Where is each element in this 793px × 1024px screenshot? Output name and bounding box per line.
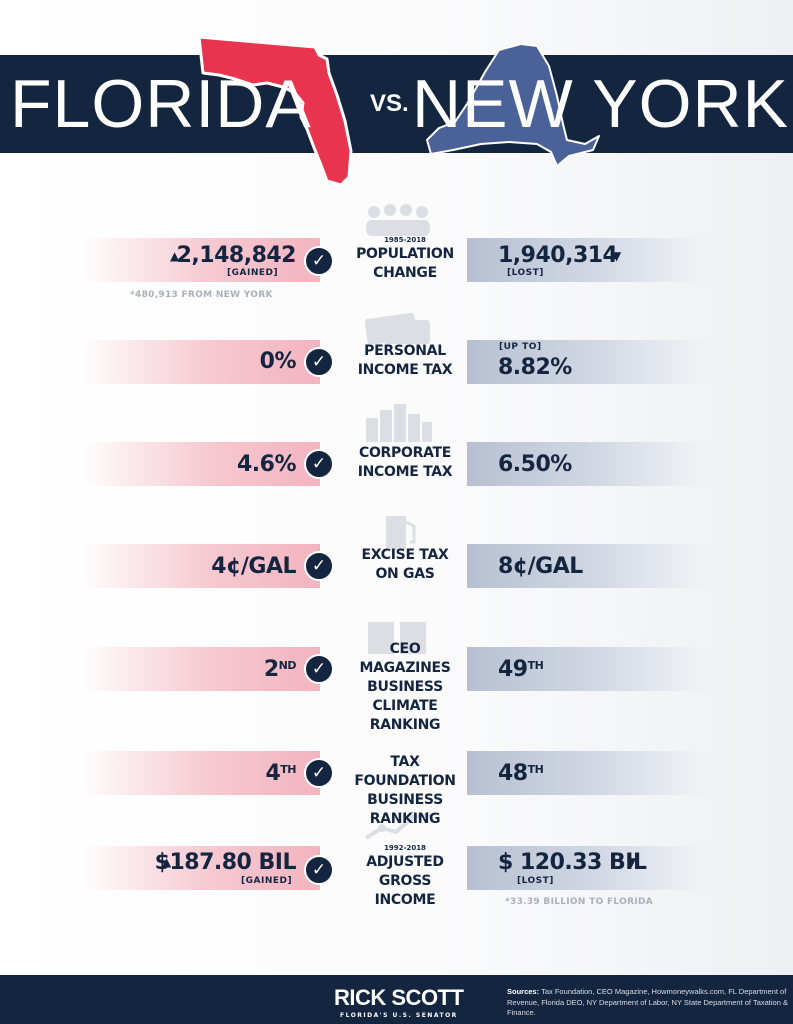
label-line: POPULATION [356,246,454,262]
check-icon: ✓ [304,855,334,885]
footer-bar [0,975,793,1024]
florida-value: 4TH [265,761,296,786]
label-line: TAX FOUNDATION [354,754,456,789]
years-label: 1992-2018 [384,844,426,852]
label-line: CEO MAGAZINES [359,641,451,676]
label-line: ADJUSTED GROSS [366,854,444,889]
sources-label: Sources: [507,987,540,996]
newyork-prefix: [UP TO] [499,342,542,352]
row-label: 1992-2018 ADJUSTED GROSS INCOME [346,843,464,910]
logo-name: RICK SCOTT [334,985,464,1010]
up-arrow-icon: ▲ [170,249,180,263]
people-icon [366,204,430,236]
sources-list: Tax Foundation, CEO Magazine, Howmoneywa… [507,987,788,1017]
label-line: CORPORATE [358,445,452,461]
magazine-icon [368,622,426,654]
rank-suffix: TH [527,659,544,672]
newyork-value: 1,940,314 [498,243,618,268]
rank-number: 2 [263,657,279,682]
up-arrow-icon: ▲ [162,855,172,869]
rank-suffix: TH [280,763,296,776]
growth-chart-icon [364,812,431,840]
newyork-bar [467,846,707,890]
florida-bar [80,442,320,486]
label-line: CHANGE [373,265,437,281]
newyork-title: NEW YORK [412,66,790,142]
sources-text: Sources: Tax Foundation, CEO Magazine, H… [507,987,789,1019]
check-icon: ✓ [304,758,334,788]
newyork-bar [467,238,707,282]
florida-sub: [GAINED] [227,268,279,278]
check-icon: ✓ [304,449,334,479]
check-icon: ✓ [304,246,334,276]
row-label: PERSONAL INCOME TAX [346,342,464,380]
newyork-value: $ 120.33 BIL [498,850,647,875]
newyork-map-icon [426,43,600,167]
gas-pump-icon [386,516,416,550]
label-line: EXCISE TAX [361,547,449,563]
florida-footnote: *480,913 FROM NEW YORK [130,290,273,300]
florida-value: 2ND [263,657,297,682]
label-line: BUSINESS CLIMATE [367,679,443,714]
newyork-value: 6.50% [498,452,572,477]
rank-number: 49 [498,657,528,682]
newyork-bar [467,340,707,384]
label-line: INCOME TAX [357,464,453,480]
header-banner [0,55,793,153]
florida-value: 0% [259,349,297,374]
florida-bar [80,751,320,795]
years-label: 1985-2018 [384,236,426,244]
florida-value: 2,148,842 [176,243,297,268]
down-arrow-icon: ▼ [612,249,622,263]
row-label: EXCISE TAX ON GAS [346,546,464,584]
newyork-bar [467,751,707,795]
check-icon: ✓ [304,654,334,684]
newyork-footnote: *33.39 BILLION TO FLORIDA [505,897,654,907]
florida-bar [80,647,320,691]
florida-title: FLORIDA [10,66,312,142]
money-icon [364,312,430,345]
down-arrow-icon: ▼ [627,855,637,869]
check-icon: ✓ [304,551,334,581]
check-icon: ✓ [304,347,334,377]
label-line: INCOME [374,892,436,908]
label-line: ON GAS [375,566,435,582]
label-line: PERSONAL [364,343,446,359]
newyork-value: 8¢/GAL [498,554,583,579]
newyork-sub: [LOST] [507,268,544,278]
label-line: RANKING [369,717,441,733]
florida-bar [80,238,320,282]
rank-suffix: TH [527,763,544,776]
newyork-bar [467,544,707,588]
logo-subtitle: FLORIDA'S U.S. SENATOR [340,1012,458,1019]
versus-label: VS. [370,90,409,117]
newyork-sub: [LOST] [517,876,554,886]
florida-bar [80,846,320,890]
florida-map-icon [197,35,353,187]
florida-value: 4.6% [236,452,297,477]
newyork-bar [467,647,707,691]
newyork-value: 8.82% [498,355,572,380]
newyork-bar [467,442,707,486]
city-icon [366,404,432,442]
label-line: BUSINESS RANKING [367,792,443,827]
label-line: INCOME TAX [357,362,453,378]
rank-number: 48 [498,761,528,786]
row-label: CEO MAGAZINES BUSINESS CLIMATE RANKING [346,640,464,735]
row-label: CORPORATE INCOME TAX [346,444,464,482]
row-label: TAX FOUNDATION BUSINESS RANKING [346,753,464,829]
newyork-value: 48TH [498,761,544,786]
florida-value: 4¢/GAL [211,554,296,579]
florida-sub: [GAINED] [241,876,293,886]
florida-bar [80,544,320,588]
rank-number: 4 [265,761,281,786]
florida-value: $187.80 BIL [154,850,297,875]
rank-suffix: ND [278,659,297,672]
florida-bar [80,340,320,384]
newyork-value: 49TH [498,657,544,682]
row-label: 1985-2018 POPULATION CHANGE [346,235,464,283]
